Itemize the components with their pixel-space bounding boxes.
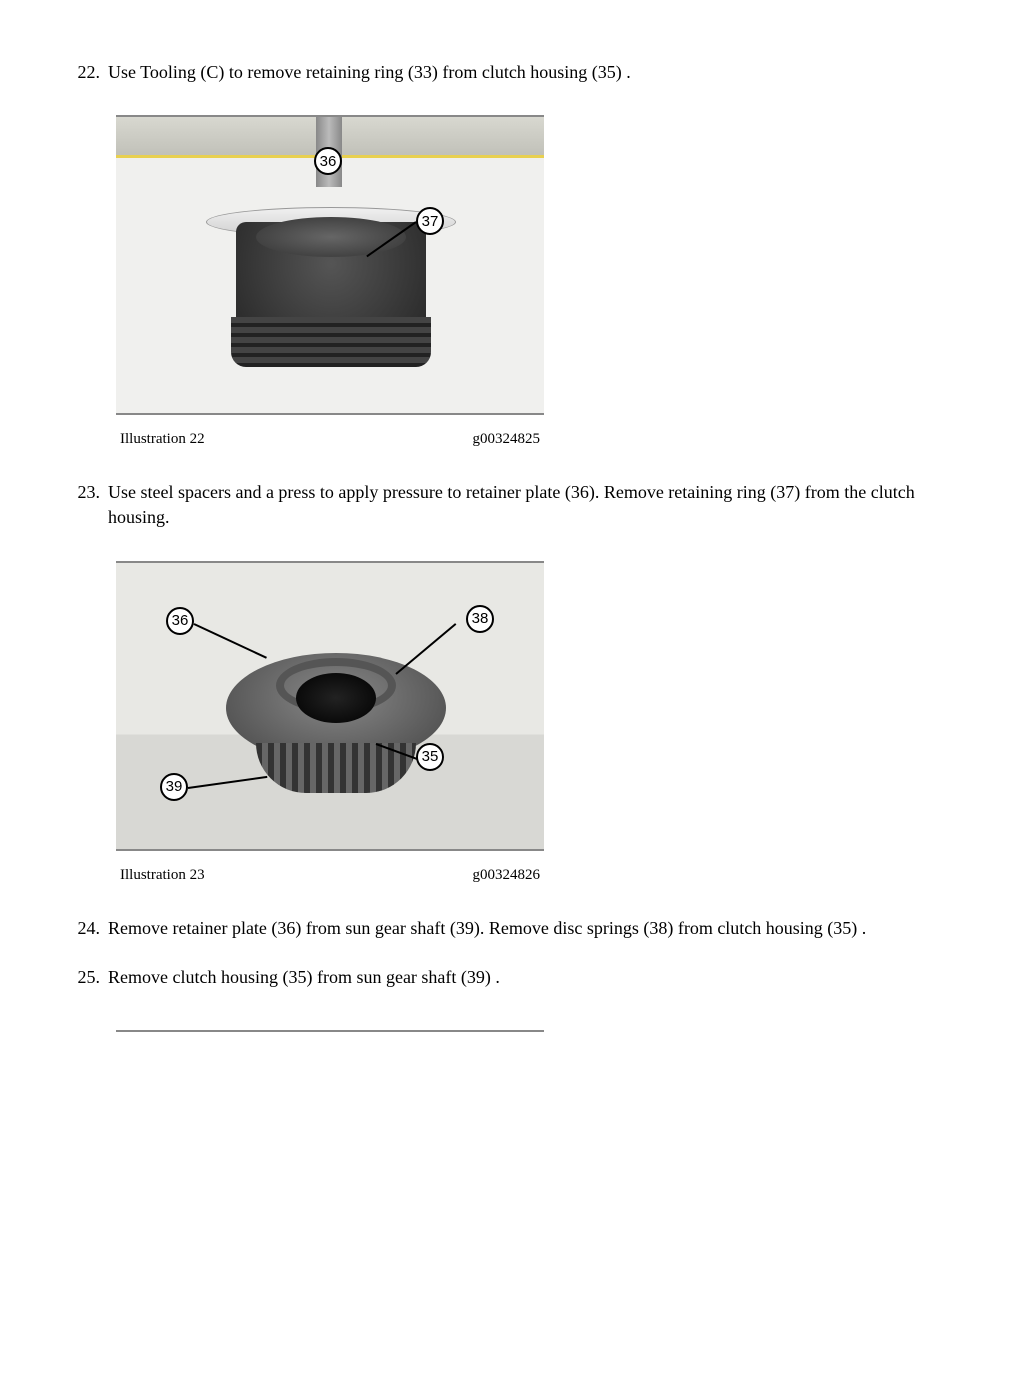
illustration-label: Illustration 22 — [120, 429, 205, 450]
step-25: 25. Remove clutch housing (35) from sun … — [70, 965, 954, 990]
step-22: 22. Use Tooling (C) to remove retaining … — [70, 60, 954, 85]
callout-37: 37 — [416, 207, 444, 235]
step-number: 22. — [70, 60, 108, 85]
callout-36: 36 — [314, 147, 342, 175]
figure-caption: Illustration 23 g00324826 — [116, 865, 544, 886]
step-23: 23. Use steel spacers and a press to app… — [70, 480, 954, 530]
illustration-code: g00324826 — [473, 865, 541, 886]
horizontal-rule — [116, 1030, 544, 1032]
step-number: 24. — [70, 916, 108, 941]
step-number: 25. — [70, 965, 108, 990]
callout-39: 39 — [160, 773, 188, 801]
callout-36: 36 — [166, 607, 194, 635]
figure-image: 36 38 35 39 — [116, 561, 544, 851]
illustration-code: g00324825 — [473, 429, 541, 450]
step-number: 23. — [70, 480, 108, 530]
step-text: Remove retainer plate (36) from sun gear… — [108, 916, 954, 941]
callout-38: 38 — [466, 605, 494, 633]
figure-caption: Illustration 22 g00324825 — [116, 429, 544, 450]
figure-22: 36 37 Illustration 22 g00324825 — [116, 115, 544, 450]
step-text: Use Tooling (C) to remove retaining ring… — [108, 60, 954, 85]
step-text: Remove clutch housing (35) from sun gear… — [108, 965, 954, 990]
figure-23: 36 38 35 39 Illustration 23 g00324826 — [116, 561, 544, 886]
step-24: 24. Remove retainer plate (36) from sun … — [70, 916, 954, 941]
illustration-label: Illustration 23 — [120, 865, 205, 886]
callout-35: 35 — [416, 743, 444, 771]
step-text: Use steel spacers and a press to apply p… — [108, 480, 954, 530]
figure-image: 36 37 — [116, 115, 544, 415]
